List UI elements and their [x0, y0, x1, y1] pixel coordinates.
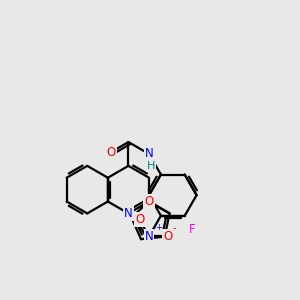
Text: N: N — [145, 148, 153, 160]
Text: O: O — [144, 195, 154, 208]
Text: O: O — [164, 230, 173, 243]
Text: F: F — [189, 223, 196, 236]
Text: +: + — [155, 223, 162, 232]
Text: O: O — [106, 146, 116, 159]
Text: N: N — [124, 207, 133, 220]
Text: H: H — [147, 161, 155, 171]
Text: N: N — [145, 230, 153, 243]
Text: O: O — [135, 213, 144, 226]
Text: -: - — [173, 224, 176, 233]
